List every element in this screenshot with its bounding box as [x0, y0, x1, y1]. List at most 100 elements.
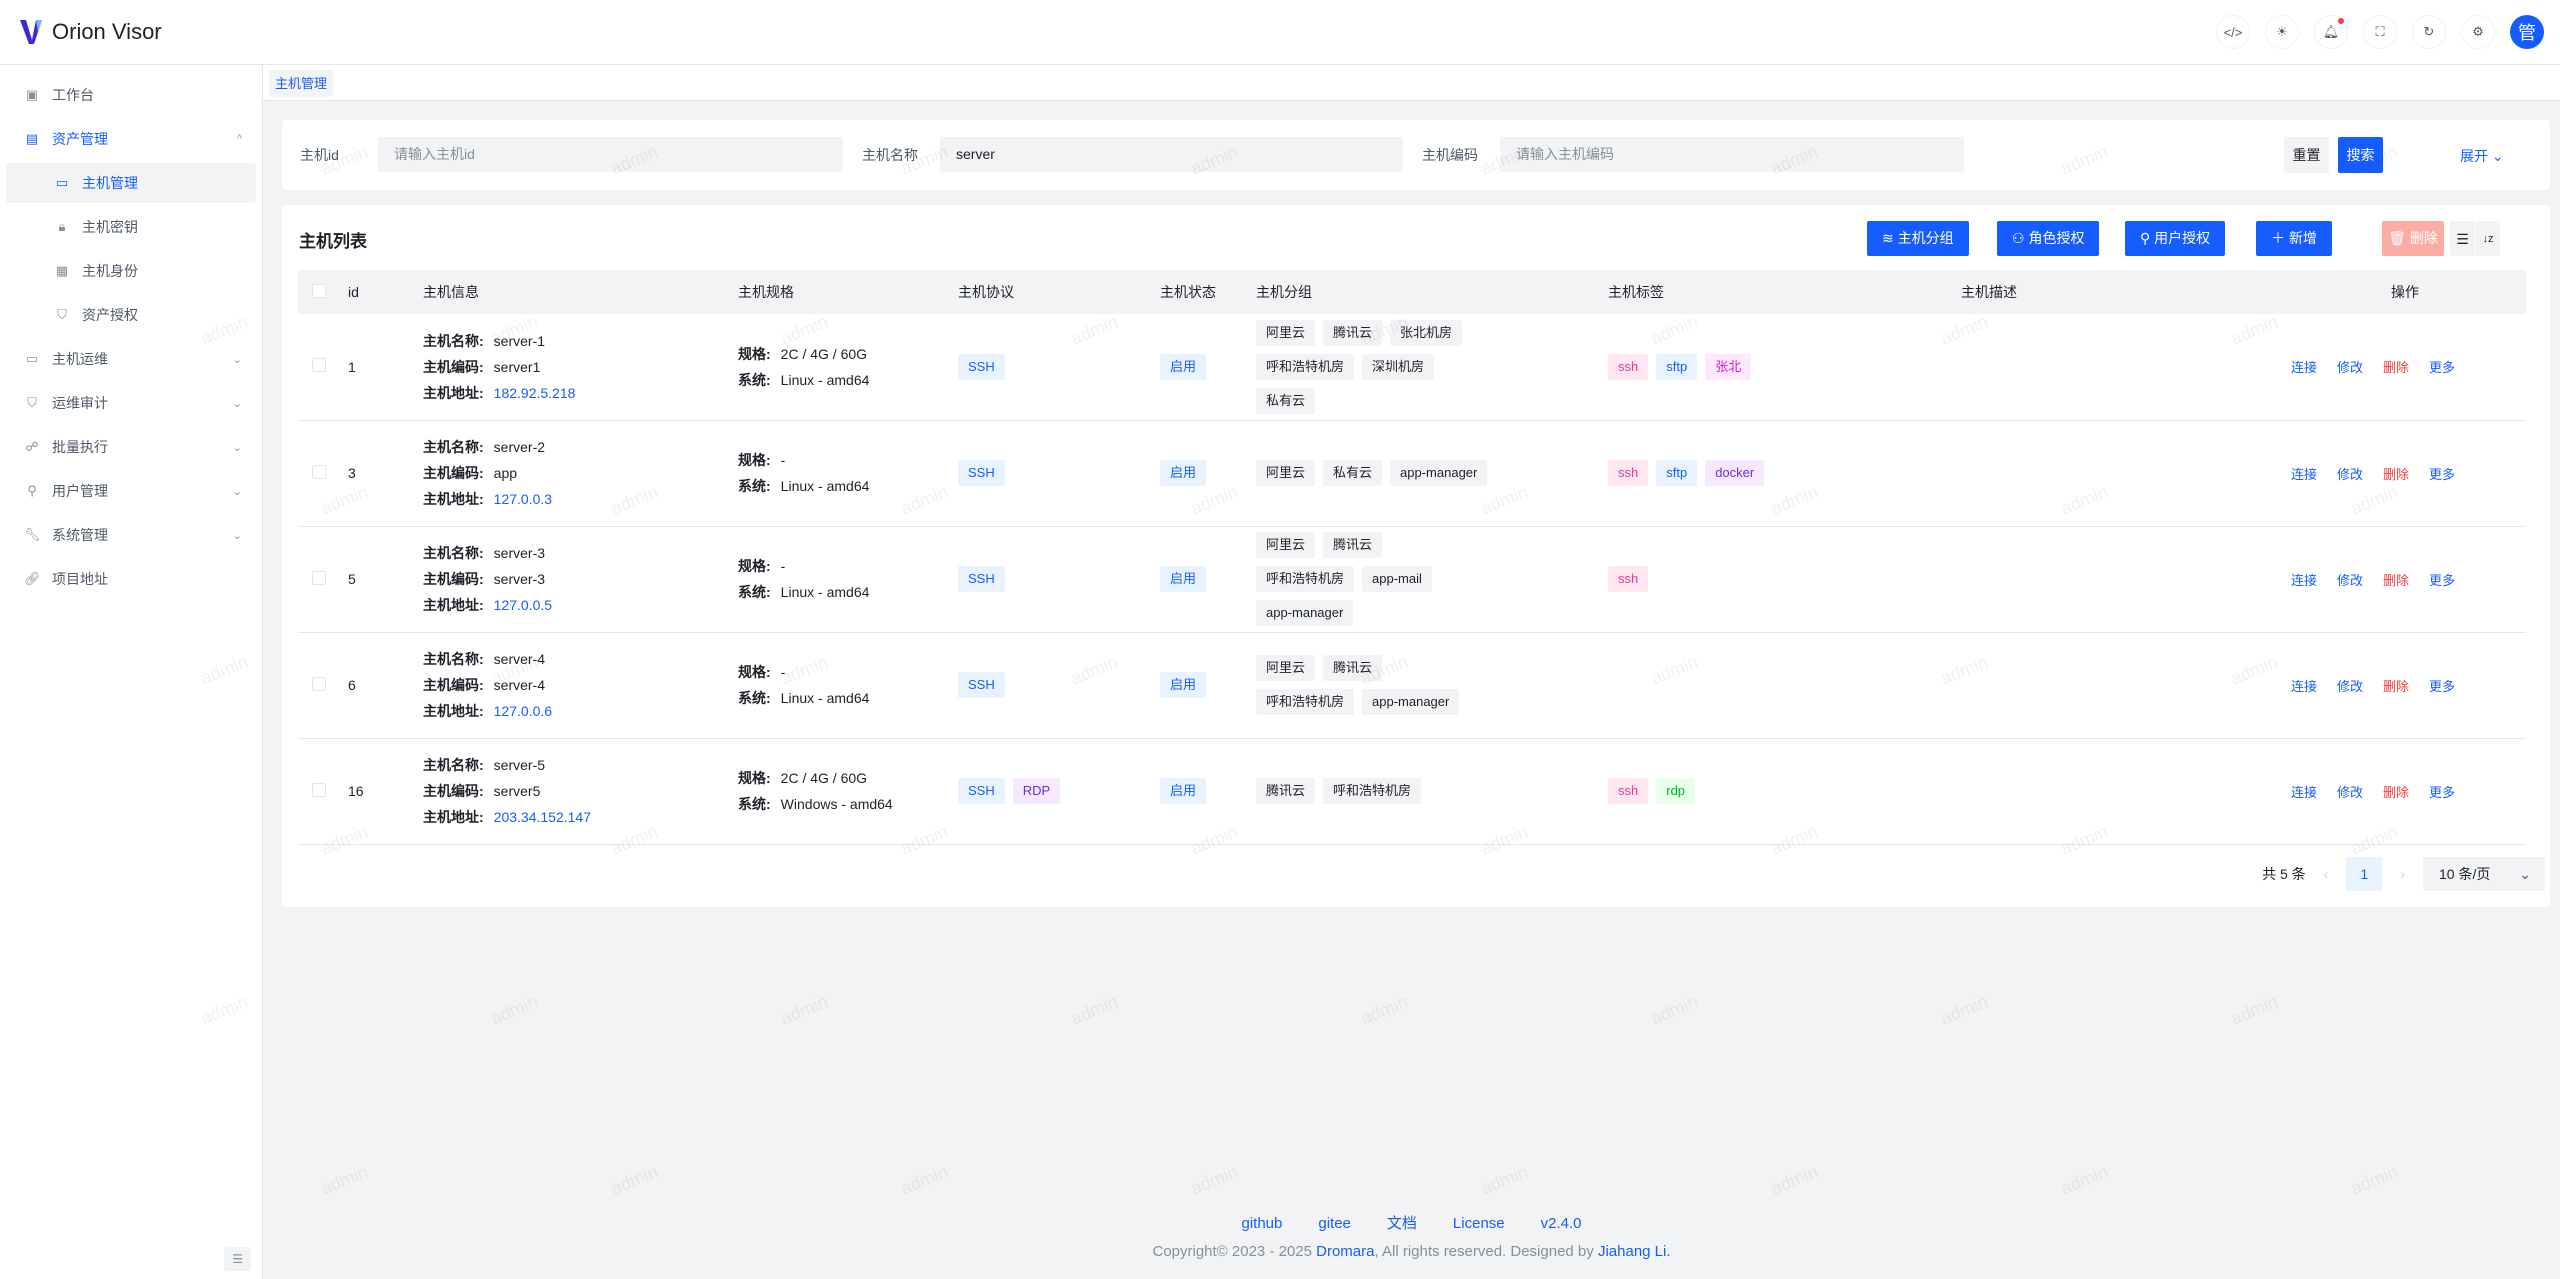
label: 主机名称: [423, 439, 484, 455]
table-row[interactable]: 16 主机名称: server-5 主机编码: server5 主机地址: 203.3… [298, 738, 2526, 845]
row-checkbox[interactable] [312, 782, 326, 797]
host-id-input[interactable]: 请输入主机id [378, 137, 843, 172]
add-button[interactable]: ＋ 新增 [2256, 221, 2332, 256]
host-code: server1 [493, 358, 541, 375]
reset-button[interactable]: 重置 [2284, 137, 2329, 173]
row-checkbox[interactable] [312, 676, 326, 691]
sidebar-item-label: 资产授权 [82, 307, 138, 323]
delete-link[interactable]: 删除 [2383, 678, 2410, 694]
search-button[interactable]: 搜索 [2338, 137, 2383, 173]
label: 主机名称: [423, 332, 484, 349]
tab-host-management[interactable]: 主机管理 [269, 70, 334, 97]
host-description [1961, 420, 2291, 527]
more-link[interactable]: 更多 [2429, 360, 2456, 376]
delete-link[interactable]: 删除 [2383, 466, 2410, 482]
total-count: 共 5 条 [2262, 866, 2306, 882]
role-auth-button[interactable]: ⚇ 角色授权 [1997, 221, 2100, 256]
next-page-icon[interactable]: › [2400, 866, 2405, 882]
avatar[interactable]: 管 [2510, 15, 2544, 49]
host-group-button[interactable]: ≋ 主机分组 [1867, 221, 1969, 256]
sidebar-item[interactable]: 🔗︎ 项目地址 [6, 559, 256, 599]
delete-link[interactable]: 删除 [2383, 784, 2410, 800]
connect-link[interactable]: 连接 [2291, 360, 2318, 376]
user-auth-button[interactable]: ⚲ 用户授权 [2125, 221, 2226, 256]
row-checkbox[interactable] [312, 464, 326, 479]
table-row[interactable]: 6 主机名称: server-4 主机编码: server-4 主机地址: 127.0… [298, 632, 2526, 739]
edit-link[interactable]: 修改 [2337, 572, 2364, 588]
more-link[interactable]: 更多 [2429, 572, 2456, 588]
sidebar-item[interactable]: ▤ 资产管理 ^ [6, 119, 256, 159]
host-code-input[interactable]: 请输入主机编码 [1500, 137, 1964, 172]
delete-button[interactable]: 🗑︎ 删除 [2382, 221, 2444, 256]
more-link[interactable]: 更多 [2429, 678, 2456, 694]
sun-icon[interactable]: ☀ [2265, 15, 2299, 49]
fullscreen-icon[interactable]: ⛶ [2363, 15, 2397, 49]
more-link[interactable]: 更多 [2429, 466, 2456, 482]
sidebar-item[interactable]: ▦ 主机身份 [6, 251, 256, 291]
gear-icon[interactable]: ⚙ [2461, 15, 2495, 49]
select-all[interactable] [298, 270, 348, 314]
logo[interactable]: Orion Visor [20, 18, 162, 46]
org-link[interactable]: Dromara [1316, 1243, 1375, 1260]
footer-link[interactable]: github [1241, 1215, 1283, 1232]
column-settings-icon[interactable]: ☰ [2450, 221, 2475, 256]
host-name: server-1 [493, 332, 546, 349]
table-row[interactable]: 3 主机名称: server-2 主机编码: app 主机地址: 127.0.0.3 … [298, 420, 2526, 527]
edit-link[interactable]: 修改 [2337, 466, 2364, 482]
table-row[interactable]: 5 主机名称: server-3 主机编码: server-3 主机地址: 127.0… [298, 526, 2526, 633]
connect-link[interactable]: 连接 [2291, 784, 2318, 800]
expand-toggle[interactable]: 展开 ⌄ [2460, 146, 2504, 166]
chevron-up-icon: ^ [236, 133, 242, 145]
host-name-input[interactable]: server [940, 137, 1403, 172]
watermark: admin [777, 991, 831, 1029]
group-tag: 深圳机房 [1362, 353, 1435, 380]
page-size-select[interactable]: 10 条/页 ⌄ [2423, 857, 2545, 891]
host-address[interactable]: 182.92.5.218 [493, 384, 576, 401]
watermark: admin [1067, 991, 1121, 1029]
sidebar-item[interactable]: ⛉ 资产授权 [6, 295, 256, 335]
edit-link[interactable]: 修改 [2337, 678, 2364, 694]
host-address[interactable]: 127.0.0.6 [493, 703, 553, 719]
sidebar-item[interactable]: ⚲ 用户管理 ⌄ [6, 471, 256, 511]
row-checkbox[interactable] [312, 570, 326, 585]
collapse-sidebar-button[interactable]: ☰ [224, 1247, 251, 1271]
sidebar-item[interactable]: 🔒︎ 主机密钥 [6, 207, 256, 247]
column-header: 主机描述 [1961, 270, 2291, 314]
footer-link[interactable]: gitee [1318, 1215, 1351, 1232]
host-address[interactable]: 203.34.152.147 [493, 809, 591, 825]
delete-link[interactable]: 删除 [2383, 360, 2410, 376]
sidebar-item[interactable]: ▣ 工作台 [6, 75, 256, 115]
edit-link[interactable]: 修改 [2337, 360, 2364, 376]
footer-link[interactable]: License [1452, 1215, 1505, 1232]
sidebar-item[interactable]: ▭ 主机管理 [6, 163, 256, 203]
code-icon[interactable]: </> [2216, 15, 2250, 49]
footer-link[interactable]: v2.4.0 [1540, 1215, 1582, 1232]
column-header: 主机标签 [1608, 270, 1961, 314]
prev-page-icon[interactable]: ‹ [2323, 866, 2329, 882]
bell-icon[interactable]: 🔔︎ [2314, 15, 2348, 49]
connect-link[interactable]: 连接 [2291, 678, 2318, 694]
host-name: server-5 [493, 757, 546, 773]
delete-link[interactable]: 删除 [2383, 572, 2410, 588]
sidebar-item[interactable]: ▭ 主机运维 ⌄ [6, 339, 256, 379]
more-link[interactable]: 更多 [2429, 784, 2456, 800]
row-checkbox[interactable] [312, 358, 326, 373]
sidebar-item[interactable]: ⛉ 运维审计 ⌄ [6, 383, 256, 423]
select-all-checkbox[interactable] [312, 283, 326, 298]
sidebar-item[interactable]: ☍ 批量执行 ⌄ [6, 427, 256, 467]
column-header-label: 操作 [2391, 284, 2419, 300]
footer-link[interactable]: 文档 [1386, 1215, 1417, 1232]
sort-icon[interactable]: ↓z [2476, 221, 2500, 256]
page-1[interactable]: 1 [2346, 857, 2383, 891]
refresh-icon[interactable]: ↻ [2412, 15, 2446, 49]
edit-link[interactable]: 修改 [2337, 784, 2364, 800]
connect-link[interactable]: 连接 [2291, 466, 2318, 482]
connect-link[interactable]: 连接 [2291, 572, 2318, 588]
author-link[interactable]: Jiahang Li. [1597, 1243, 1671, 1260]
table-row[interactable]: 1 主机名称: server-1 主机编码: server1 主机地址: 182.92… [298, 314, 2526, 421]
host-address[interactable]: 127.0.0.5 [493, 597, 553, 613]
host-address[interactable]: 127.0.0.3 [493, 491, 553, 507]
database-icon: ▤ [25, 131, 39, 146]
sidebar-item-label: 工作台 [52, 87, 94, 103]
sidebar-item[interactable]: 🔧︎ 系统管理 ⌄ [6, 515, 256, 555]
